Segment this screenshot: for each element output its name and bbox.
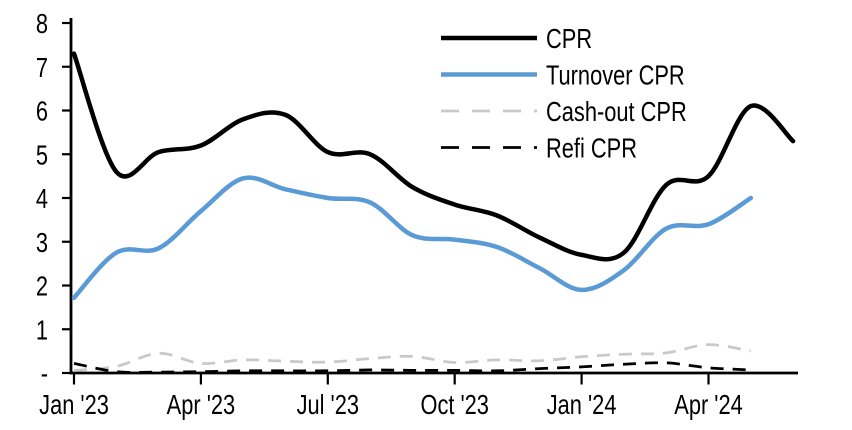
y-tick-label: 3	[36, 227, 48, 258]
legend: CPR Turnover CPR Cash-out CPR Refi CPR	[441, 23, 687, 164]
y-tick-label: 1	[36, 315, 48, 346]
series-line-refi-cpr	[73, 361, 751, 374]
series-line-cpr	[71, 51, 796, 262]
x-tick-label: Apr '24	[674, 389, 743, 420]
y-tick-label: 2	[36, 271, 48, 302]
series-line-turnover-cpr	[71, 175, 754, 301]
legend-item-turnover-cpr: Turnover CPR	[441, 60, 685, 91]
x-tick-label: Oct '23	[420, 389, 488, 420]
y-tick-label: 4	[36, 183, 48, 214]
legend-label: Cash-out CPR	[546, 96, 687, 127]
legend-item-refi-cpr: Refi CPR	[441, 133, 637, 164]
legend-label: CPR	[546, 23, 592, 54]
x-tick-label: Apr '23	[167, 389, 235, 420]
legend-item-cash-out-cpr: Cash-out CPR	[441, 96, 687, 128]
series-line-cash-out-cpr	[73, 343, 752, 372]
y-tick-label: 6	[36, 96, 48, 127]
x-tick-label: Jul '23	[297, 389, 359, 420]
y-tick-label: 8	[36, 8, 48, 39]
legend-label: Refi CPR	[546, 133, 637, 164]
y-tick-label: 7	[36, 52, 48, 83]
y-tick-label: -	[41, 358, 48, 389]
y-tick-label: 5	[36, 140, 48, 171]
legend-item-cpr: CPR	[441, 23, 592, 55]
x-tick-label: Jan '23	[39, 389, 109, 420]
legend-label: Turnover CPR	[546, 60, 685, 91]
x-tick-label: Jan '24	[547, 389, 617, 420]
